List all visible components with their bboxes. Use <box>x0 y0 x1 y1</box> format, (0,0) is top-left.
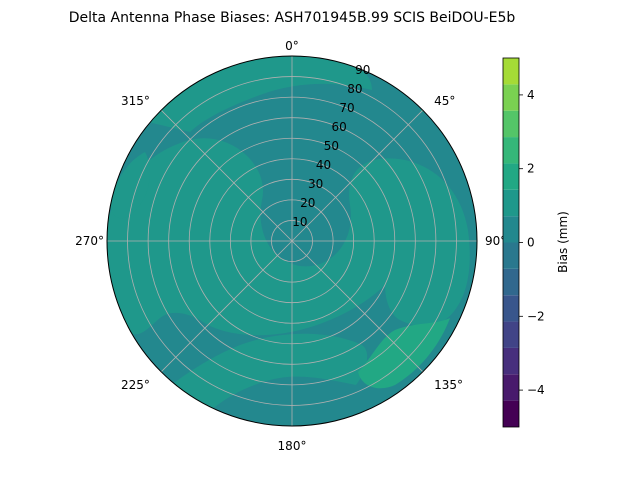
radial-tick-label-60: 60 <box>332 120 347 134</box>
colorbar-band-4 <box>503 295 519 322</box>
angular-tick-label-0: 0° <box>285 39 299 53</box>
angular-grid-line-135 <box>291 240 424 373</box>
colorbar-band-10 <box>503 137 519 164</box>
angular-tick-labels: 0° 45° 90° 135° 180° 225° 270° 315° <box>75 39 506 453</box>
colorbar-band-2 <box>503 347 519 375</box>
colorbar-tick-label-0: 0 <box>527 236 535 250</box>
angular-tick-label-90: 90° <box>485 234 506 248</box>
colorbar-tick-label--4: −4 <box>527 383 545 397</box>
angular-tick-label-270: 270° <box>75 234 104 248</box>
angular-grid-line-225 <box>160 240 293 373</box>
colorbar-band-13 <box>503 58 519 85</box>
radial-tick-label-70: 70 <box>339 101 354 115</box>
angular-grid-line-45 <box>291 109 424 242</box>
colorbar-band-7 <box>503 216 519 243</box>
colorbar-label: Bias (mm) <box>556 211 570 273</box>
angular-grid-line-315 <box>160 109 293 242</box>
colorbar-band-0 <box>503 400 519 427</box>
angular-tick-label-315: 315° <box>121 94 150 108</box>
colorbar-tick-label--2: −2 <box>527 309 545 323</box>
radial-tick-label-50: 50 <box>324 139 339 153</box>
radial-tick-label-10: 10 <box>292 215 307 229</box>
colorbar-band-1 <box>503 374 519 401</box>
contour-region-left-patch <box>110 152 150 219</box>
contour-region-mid-ring <box>107 138 470 336</box>
chart-title: Delta Antenna Phase Biases: ASH701945B.9… <box>69 10 516 26</box>
colorbar-tick-label-4: 4 <box>527 88 535 102</box>
colorbar-band-3 <box>503 321 519 348</box>
radial-tick-label-80: 80 <box>347 82 362 96</box>
colorbar-band-6 <box>503 242 519 269</box>
colorbar-band-9 <box>503 163 519 190</box>
angular-tick-label-225: 225° <box>121 378 150 392</box>
radial-tick-label-20: 20 <box>300 196 315 210</box>
radial-tick-label-30: 30 <box>308 177 323 191</box>
radial-tick-label-40: 40 <box>316 158 331 172</box>
radial-tick-labels: 10 20 30 40 50 60 70 80 90 <box>292 63 370 229</box>
polar-frame <box>106 55 478 427</box>
polar-grid <box>107 56 477 426</box>
angular-tick-label-135: 135° <box>434 378 463 392</box>
colorbar-band-11 <box>503 110 519 138</box>
contour-region-top-band <box>140 56 372 132</box>
angular-tick-label-180: 180° <box>278 439 307 453</box>
angular-tick-label-45: 45° <box>434 94 455 108</box>
colorbar-tick-label-2: 2 <box>527 162 535 176</box>
radial-tick-label-90: 90 <box>355 63 370 77</box>
colorbar-band-12 <box>503 84 519 111</box>
colorbar-band-5 <box>503 268 519 296</box>
colorbar: −4 −2 0 2 4 <box>502 57 545 428</box>
colorbar-band-8 <box>503 189 519 217</box>
contour-region-bottom-band <box>165 333 368 415</box>
